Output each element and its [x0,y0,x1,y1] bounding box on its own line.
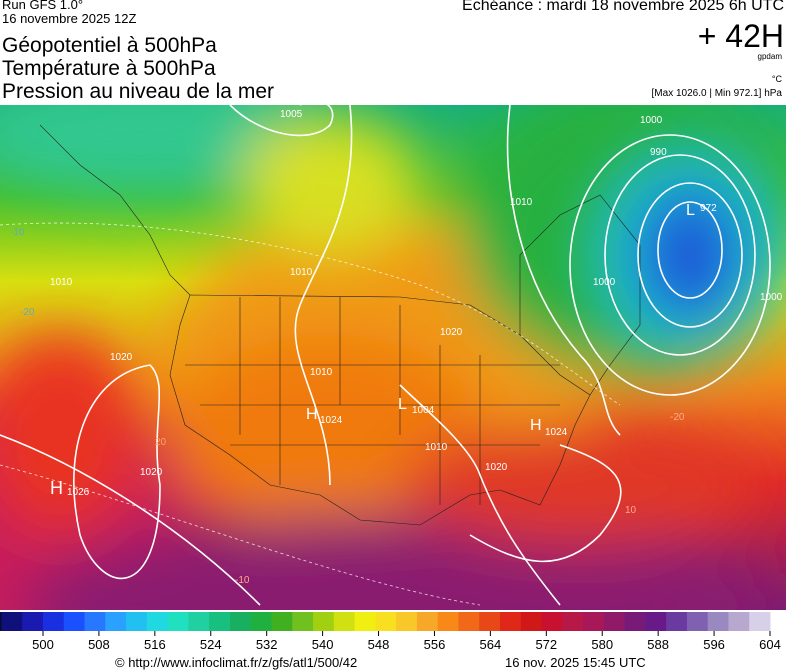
scale-cell [1,612,23,631]
scale-cell [520,612,543,631]
scale-tick-label: 540 [312,637,334,652]
map: 1005 1000 990 L 972 1010 1000 1000 1010 … [0,105,786,610]
scale-cell [250,612,272,631]
scale-cell [541,612,563,631]
isobar-label: 1010 [50,277,73,288]
high-marker: H [530,417,542,434]
unit-geo: gpdam [757,52,782,61]
color-scale: 500 508 516 524 532 540 548 556 564 572 580 588 596 6… [0,612,781,652]
scale-cell [63,612,86,631]
scale-cell [458,612,480,631]
pressure-value: 972 [700,203,717,214]
scale-cell [624,612,646,631]
timestamp: 16 nov. 2025 15:45 UTC [505,655,646,670]
scale-cell [437,612,459,631]
scale-cell [146,612,169,631]
title-line: Géopotentiel à 500hPa [2,34,217,57]
scale-cell [167,612,189,631]
isobar-label: 1010 [425,442,448,453]
scale-tick-label: 500 [32,637,54,652]
scale-cell [603,612,626,631]
isobar-label: 1005 [280,109,303,120]
scale-cell [271,612,293,631]
scale-tick-label: 604 [759,637,781,652]
scale-cell [84,612,106,631]
scale-cell [292,612,314,631]
pressure-value: 1026 [67,487,90,498]
scale-cell [666,612,688,631]
isobar-label: 1010 [310,367,333,378]
isobar-label: 1000 [593,277,616,288]
scale-tick-label: 556 [424,637,446,652]
isobar-label: 1020 [440,327,463,338]
scale-cell [583,612,605,631]
isobar-label: 1020 [140,467,163,478]
isotherm-label: -20 [670,412,685,423]
scale-cell [396,612,418,631]
scale-cell [105,612,127,631]
isobar-label: 1020 [110,352,133,363]
isotherm-label: 10 [625,505,637,516]
isobar-label: 1000 [640,115,663,126]
isobar-label: 1000 [760,292,783,303]
isotherm-label: -10 [10,227,25,238]
source-url: © http://www.infoclimat.fr/z/gfs/atl1/50… [115,655,358,670]
scale-cell [209,612,231,631]
scale-tick-label: 524 [200,637,222,652]
scale-cell [0,612,2,631]
run-date: 16 novembre 2025 12Z [2,11,137,26]
scale-tick-label: 564 [480,637,502,652]
pressure-range: [Max 1026.0 | Min 972.1] hPa [651,88,782,99]
scale-tick-label: 596 [703,637,725,652]
isobar-label: 990 [650,147,667,158]
scale-cell [375,612,397,631]
scale-cell [686,612,709,631]
valid-time: Echéance : mardi 18 novembre 2025 6h UTC [462,0,784,14]
scale-tick-label: 588 [647,637,669,652]
scale-cell [229,612,252,631]
isotherm-label: 20 [155,437,167,448]
pressure-value: 1024 [320,415,343,426]
isotherm-label: -20 [20,307,35,318]
scale-cell [188,612,210,631]
scale-tick-label: 548 [368,637,390,652]
isotherm-label: -10 [235,575,250,586]
isobar-label: 1010 [290,267,313,278]
isobar-label: 1020 [485,462,508,473]
scale-cell [499,612,522,631]
pressure-value: 1004 [412,405,435,416]
scale-cell [728,612,750,631]
isobar-label: 1010 [510,197,533,208]
scale-cell [126,612,148,631]
scale-tick-label: 508 [88,637,110,652]
scale-cell [562,612,584,631]
scale-cell [333,612,356,631]
title-line: Pression au niveau de la mer [2,80,274,103]
low-marker: L [398,396,407,413]
title-line: Température à 500hPa [2,57,216,80]
scale-tick-label: 516 [144,637,166,652]
lead-time: + 42H [697,18,784,54]
run-label: Run GFS 1.0° [2,0,84,12]
high-marker: H [50,478,63,498]
scale-cell [416,612,439,631]
scale-cell [22,612,44,631]
scale-cell [43,612,65,631]
pressure-value: 1024 [545,427,568,438]
high-marker: H [306,406,318,423]
scale-cell [645,612,667,631]
scale-tick-label: 532 [256,637,278,652]
scale-cell [313,612,335,631]
scale-tick-label: 572 [535,637,557,652]
scale-cell [749,612,771,631]
scale-cell [707,612,729,631]
unit-temp: °C [771,74,782,84]
scale-cell [479,612,501,631]
scale-cell [354,612,376,631]
scale-tick-label: 580 [591,637,613,652]
low-marker: L [686,202,695,219]
